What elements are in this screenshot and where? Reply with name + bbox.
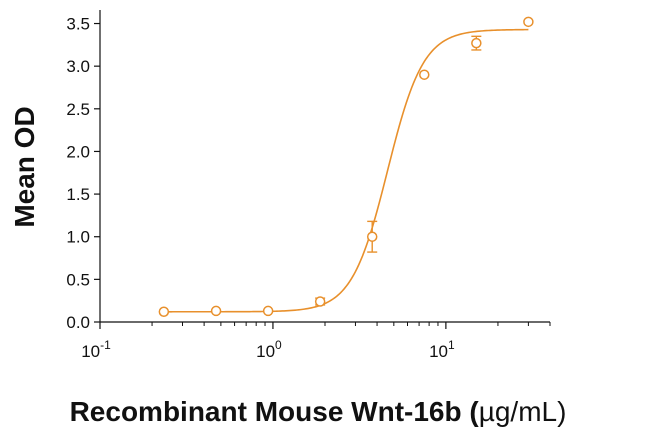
data-point: [523, 16, 534, 28]
x-axis-title-main: Recombinant Mouse Wnt-16b (: [70, 396, 480, 427]
x-tick-label: 101: [429, 338, 455, 361]
y-axis: 0.0 0.5 1.0 1.5 2.0 2.5 3.0 3.5: [66, 10, 101, 332]
x-axis-title: Recombinant Mouse Wnt-16b (µg/mL): [70, 396, 567, 427]
data-point: [366, 231, 378, 242]
data-point: [419, 69, 430, 80]
y-tick-label: 3.0: [66, 57, 90, 76]
x-axis: 10-1 100 101: [81, 321, 551, 361]
x-axis-title-unit: µg/mL): [479, 396, 567, 427]
x-tick-label: 100: [256, 338, 282, 361]
y-axis-title: Mean OD: [9, 106, 40, 227]
fit-curve: [163, 28, 529, 313]
y-tick-label: 0.5: [66, 270, 90, 289]
data-point: [471, 37, 482, 49]
y-tick-label: 3.5: [66, 15, 90, 34]
x-tick-label: 10-1: [81, 338, 111, 361]
data-point: [314, 296, 326, 307]
y-tick-label: 0.0: [66, 313, 90, 332]
data-point: [210, 305, 222, 317]
y-tick-label: 1.5: [66, 185, 90, 204]
y-tick-label: 1.0: [66, 228, 90, 247]
y-tick-label: 2.5: [66, 100, 90, 119]
data-point: [158, 306, 170, 318]
y-tick-label: 2.0: [66, 142, 90, 161]
data-point: [262, 305, 274, 317]
